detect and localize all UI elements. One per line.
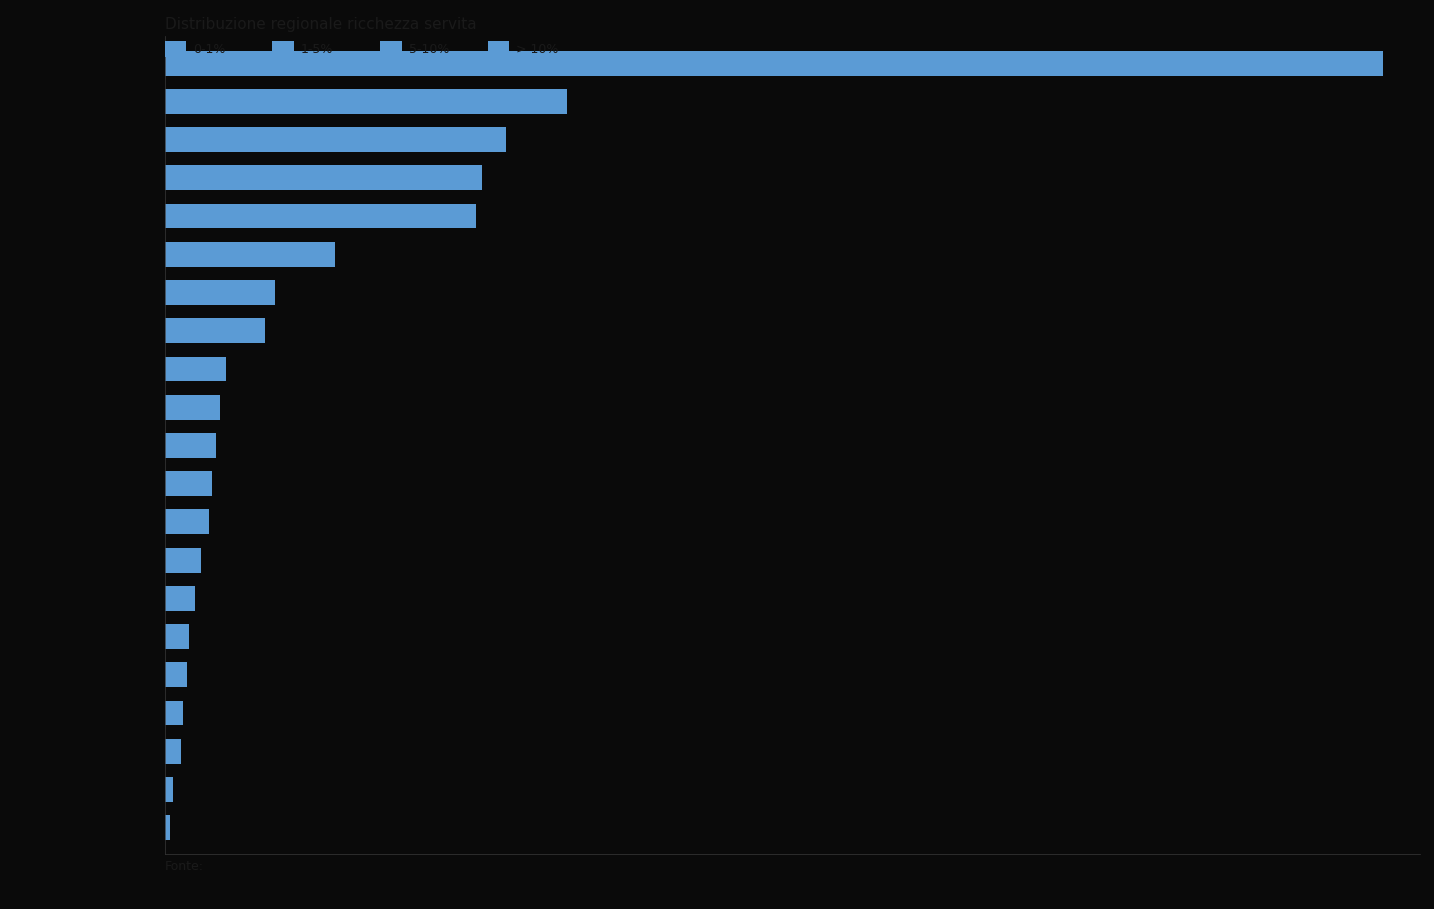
Text: Fonte:: Fonte: (165, 860, 204, 873)
Bar (165, 815, 169, 840)
Bar (165, 356, 225, 382)
Bar (165, 777, 174, 802)
Bar (165, 739, 181, 764)
Bar (165, 433, 217, 458)
Text: 1-5%: 1-5% (301, 43, 334, 55)
Bar (165, 624, 189, 649)
Text: 0-1%: 0-1% (194, 43, 227, 55)
Text: Distribuzione regionale ricchezza servita: Distribuzione regionale ricchezza servit… (165, 16, 476, 32)
Bar (165, 165, 482, 190)
Bar (165, 89, 566, 114)
Text: > 10%: > 10% (516, 43, 559, 55)
Bar (165, 701, 184, 725)
Bar (165, 51, 1384, 75)
Bar (165, 395, 219, 420)
Bar (165, 509, 209, 534)
Bar (165, 318, 265, 343)
Bar (165, 547, 201, 573)
Bar (165, 204, 476, 228)
Text: 5-10%: 5-10% (409, 43, 449, 55)
Bar (165, 663, 186, 687)
Bar (165, 242, 336, 266)
Bar (165, 586, 195, 611)
Bar (165, 471, 212, 496)
Bar (165, 127, 506, 152)
Bar (165, 280, 274, 305)
